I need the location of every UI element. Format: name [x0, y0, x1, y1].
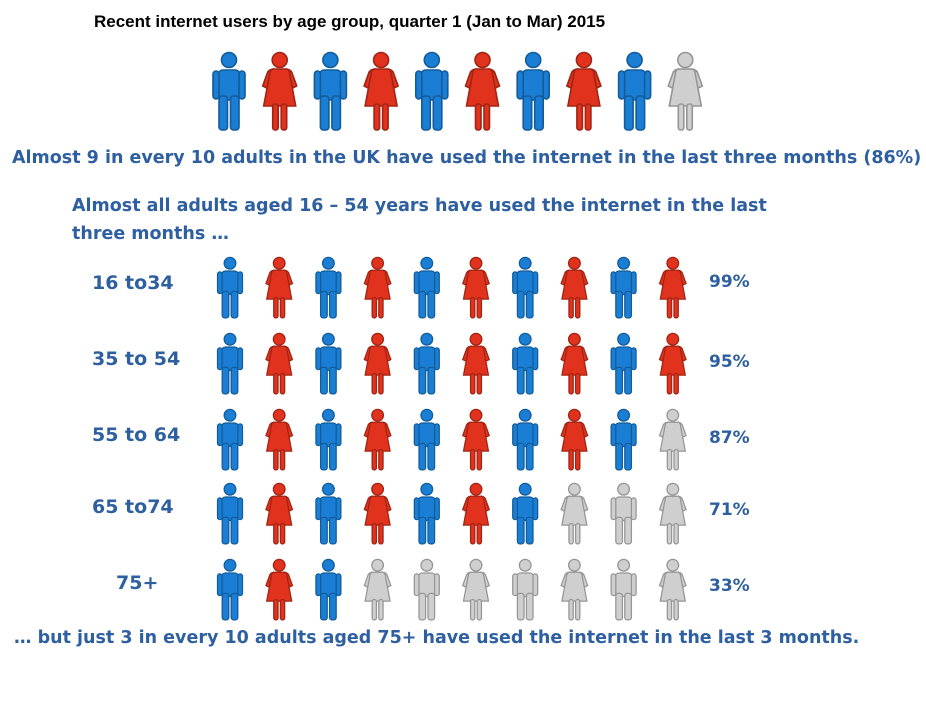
- footer-text: … but just 3 in every 10 adults aged 75+…: [14, 628, 860, 648]
- row3-icon-7-male-person-icon: [512, 408, 539, 471]
- row3-icon-6-female-person-icon: [461, 408, 491, 471]
- row4-icon-1-male-person-icon: [216, 482, 244, 545]
- row4-icon-7-male-person-icon: [512, 482, 539, 545]
- row4-icon-6-female-person-icon: [461, 482, 491, 545]
- row2-icon-10-female-person-icon: [658, 332, 687, 395]
- row3-icon-4-female-person-icon: [363, 408, 392, 471]
- overall-icon-4-female-person-icon: [363, 51, 400, 131]
- row4-icon-3-male-person-icon: [315, 482, 342, 545]
- age-label-75-plus: 75+: [116, 572, 159, 594]
- row1-icon-10-female-person-icon: [658, 256, 687, 319]
- row2-icon-4-female-person-icon: [363, 332, 392, 395]
- overall-icon-10-female-person-icon: [667, 51, 704, 131]
- row5-icon-7-male-person-icon: [512, 558, 539, 621]
- row4-icon-5-male-person-icon: [413, 482, 440, 545]
- row5-icon-10-female-person-icon: [658, 558, 687, 621]
- row2-icon-6-female-person-icon: [461, 332, 491, 395]
- value-label-35-54: 95%: [709, 352, 750, 372]
- row5-icon-6-female-person-icon: [461, 558, 491, 621]
- row2-icon-5-male-person-icon: [413, 332, 440, 395]
- age-label-35-54: 35 to 54: [92, 348, 181, 370]
- chart-title: Recent internet users by age group, quar…: [94, 12, 606, 31]
- row1-icon-9-male-person-icon: [610, 256, 637, 319]
- row4-icon-2-female-person-icon: [265, 482, 294, 545]
- row2-icon-7-male-person-icon: [512, 332, 539, 395]
- value-label-65-74: 71%: [709, 500, 750, 520]
- row2-icon-8-female-person-icon: [560, 332, 589, 395]
- overall-icon-7-male-person-icon: [516, 51, 551, 131]
- value-label-55-64: 87%: [709, 428, 750, 448]
- row4-icon-9-male-person-icon: [610, 482, 637, 545]
- row5-icon-9-male-person-icon: [610, 558, 637, 621]
- row3-icon-9-male-person-icon: [610, 408, 637, 471]
- overall-icon-5-male-person-icon: [414, 51, 449, 131]
- row2-icon-9-male-person-icon: [610, 332, 637, 395]
- row5-icon-5-male-person-icon: [413, 558, 440, 621]
- row5-icon-4-female-person-icon: [363, 558, 392, 621]
- row1-icon-8-female-person-icon: [560, 256, 589, 319]
- overall-icon-2-female-person-icon: [261, 51, 298, 131]
- age-label-65-74: 65 to74: [92, 496, 174, 518]
- age-label-16-34: 16 to34: [92, 272, 174, 294]
- row1-icon-7-male-person-icon: [512, 256, 539, 319]
- row5-icon-1-male-person-icon: [216, 558, 244, 621]
- row1-icon-4-female-person-icon: [363, 256, 392, 319]
- row3-icon-10-female-person-icon: [658, 408, 687, 471]
- headline-text: Almost 9 in every 10 adults in the UK ha…: [12, 148, 922, 168]
- row3-icon-3-male-person-icon: [315, 408, 342, 471]
- row3-icon-8-female-person-icon: [560, 408, 589, 471]
- overall-icon-6-female-person-icon: [464, 51, 501, 131]
- subhead-text: Almost all adults aged 16 – 54 years hav…: [72, 196, 767, 244]
- overall-icon-3-male-person-icon: [313, 51, 348, 131]
- row4-icon-10-female-person-icon: [658, 482, 687, 545]
- row3-icon-5-male-person-icon: [413, 408, 440, 471]
- row3-icon-2-female-person-icon: [265, 408, 294, 471]
- row1-icon-1-male-person-icon: [216, 256, 244, 319]
- overall-icon-1-male-person-icon: [212, 51, 246, 131]
- row5-icon-2-female-person-icon: [265, 558, 294, 621]
- row2-icon-2-female-person-icon: [265, 332, 294, 395]
- row4-icon-8-female-person-icon: [560, 482, 589, 545]
- overall-icon-9-male-person-icon: [617, 51, 652, 131]
- age-label-55-64: 55 to 64: [92, 424, 181, 446]
- row5-icon-8-female-person-icon: [560, 558, 589, 621]
- value-label-16-34: 99%: [709, 272, 750, 292]
- row1-icon-2-female-person-icon: [265, 256, 294, 319]
- row2-icon-1-male-person-icon: [216, 332, 244, 395]
- row5-icon-3-male-person-icon: [315, 558, 342, 621]
- overall-icon-8-female-person-icon: [565, 51, 602, 131]
- row1-icon-3-male-person-icon: [315, 256, 342, 319]
- row3-icon-1-male-person-icon: [216, 408, 244, 471]
- row4-icon-4-female-person-icon: [363, 482, 392, 545]
- row2-icon-3-male-person-icon: [315, 332, 342, 395]
- row1-icon-5-male-person-icon: [413, 256, 440, 319]
- row1-icon-6-female-person-icon: [461, 256, 491, 319]
- value-label-75-plus: 33%: [709, 576, 750, 596]
